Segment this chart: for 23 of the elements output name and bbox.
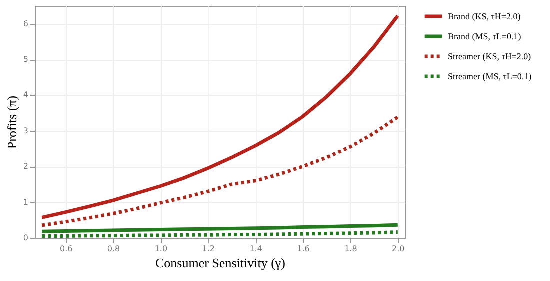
x-tick-label: 0.8 bbox=[107, 244, 120, 254]
x-axis-title: Consumer Sensitivity (γ) bbox=[156, 256, 286, 270]
y-tick-label: 2 bbox=[23, 162, 28, 172]
line-series bbox=[40, 14, 400, 220]
x-tick-label: 2.0 bbox=[392, 244, 405, 254]
y-tick-label: 1 bbox=[23, 198, 28, 207]
y-tick-label: 0 bbox=[23, 234, 28, 242]
legend-label: Streamer (KS, τH=2.0) bbox=[448, 52, 532, 62]
y-tick-label: 5 bbox=[23, 55, 28, 64]
y-tick-label: 4 bbox=[23, 90, 28, 100]
x-tick-label: 1.4 bbox=[250, 244, 262, 254]
legend-label: Brand (KS, τH=2.0) bbox=[448, 12, 521, 22]
line-series bbox=[40, 116, 400, 228]
x-tick-label: 0.6 bbox=[60, 244, 73, 254]
y-axis-title: Profits (π) bbox=[4, 96, 20, 150]
x-tick-label: 1.2 bbox=[202, 244, 216, 254]
x-tick-label: 1.8 bbox=[344, 244, 358, 254]
y-tick-label: 6 bbox=[23, 19, 28, 28]
legend-label: Streamer (MS, τL=0.1) bbox=[448, 72, 532, 82]
x-tick-label: 1.6 bbox=[297, 244, 310, 254]
y-tick-label: 3 bbox=[23, 126, 28, 136]
x-tick-label: 1.0 bbox=[154, 244, 168, 254]
legend-label: Brand (MS, τL=0.1) bbox=[448, 32, 522, 42]
